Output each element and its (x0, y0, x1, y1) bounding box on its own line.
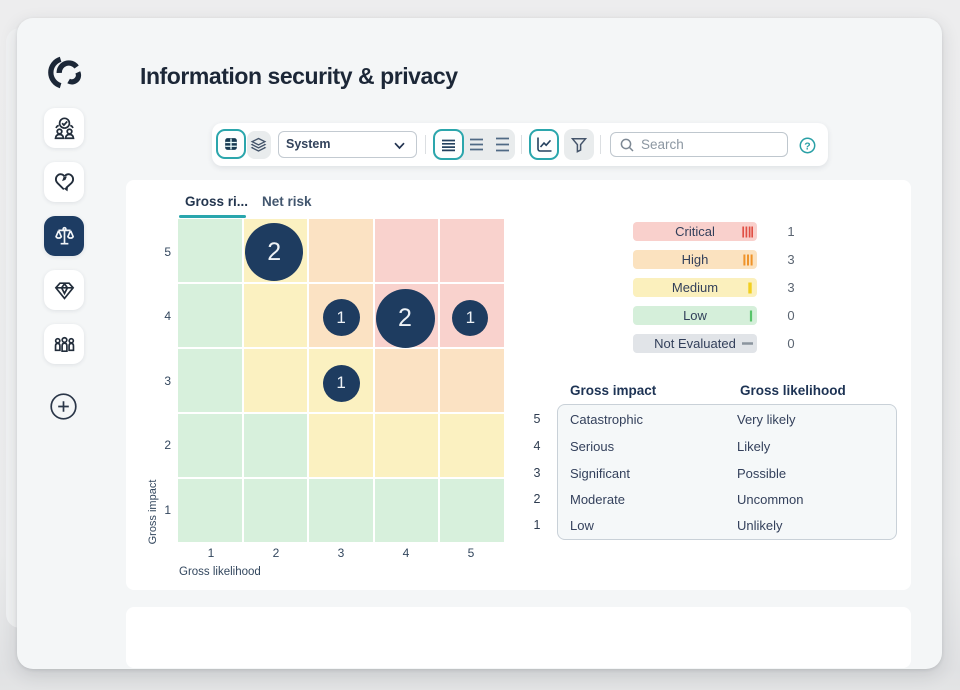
svg-text:?: ? (804, 140, 810, 152)
